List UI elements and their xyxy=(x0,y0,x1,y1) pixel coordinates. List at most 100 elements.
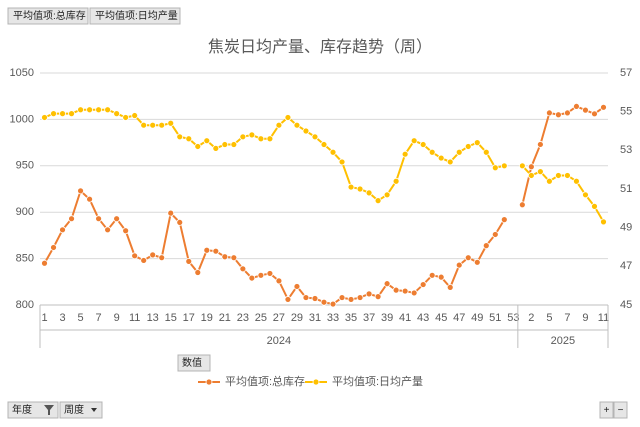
x-tick-label: 1 xyxy=(41,312,47,324)
point xyxy=(68,110,75,117)
point xyxy=(221,253,229,261)
y-tick-label: 800 xyxy=(16,299,34,311)
axis-button-label[interactable]: 周度 xyxy=(64,403,84,416)
zoom-button-label[interactable]: − xyxy=(618,405,624,416)
point xyxy=(591,202,598,210)
point xyxy=(500,162,508,170)
point xyxy=(248,274,256,282)
point xyxy=(555,172,562,179)
x-tick-label: 45 xyxy=(435,312,447,324)
point xyxy=(347,296,355,303)
point xyxy=(95,215,103,223)
x-tick-label: 5 xyxy=(78,312,84,324)
point xyxy=(140,121,148,129)
x-tick-label: 23 xyxy=(237,312,249,324)
x-tick-label: 15 xyxy=(165,312,177,324)
point xyxy=(464,143,472,150)
point xyxy=(248,131,256,139)
point xyxy=(68,215,75,223)
y-tick-label: 1050 xyxy=(10,67,34,79)
point xyxy=(527,163,535,171)
point xyxy=(491,164,499,172)
values-button[interactable] xyxy=(177,354,211,372)
field-button[interactable] xyxy=(7,7,89,25)
point xyxy=(131,112,139,119)
x-tick-label: 33 xyxy=(327,312,339,324)
point xyxy=(356,294,364,301)
x-tick-label: 13 xyxy=(147,312,159,324)
x-tick-label: 43 xyxy=(417,312,429,324)
point xyxy=(212,144,220,152)
point xyxy=(464,254,472,262)
point xyxy=(428,148,436,156)
legend-label: 平均值项:日均产量 xyxy=(332,374,423,388)
y-tick-label: 1000 xyxy=(10,113,34,125)
axis-button[interactable] xyxy=(59,401,103,419)
point xyxy=(293,121,301,129)
point xyxy=(446,283,454,291)
point xyxy=(275,121,283,129)
point xyxy=(230,141,238,148)
point xyxy=(104,226,112,234)
y-tick-label: 900 xyxy=(16,206,34,218)
point xyxy=(41,114,48,121)
point xyxy=(257,271,265,279)
x-tick-label: 11 xyxy=(598,312,609,324)
point xyxy=(104,106,112,114)
x-tick-label: 47 xyxy=(453,312,465,324)
point xyxy=(374,197,382,205)
point xyxy=(600,218,607,226)
y2-tick-label: 49 xyxy=(620,222,632,234)
legend-marker xyxy=(205,378,213,386)
values-button-label[interactable]: 数值 xyxy=(182,356,202,369)
x-tick-label: 7 xyxy=(564,312,570,324)
field-button-label[interactable]: 平均值项:总库存 xyxy=(13,9,86,22)
zoom-button[interactable] xyxy=(613,401,628,419)
point xyxy=(302,127,310,135)
field-button[interactable] xyxy=(89,7,181,25)
chart-title: 焦炭日均产量、库存趋势（周） xyxy=(208,38,432,56)
point xyxy=(582,106,589,114)
x-tick-label: 29 xyxy=(291,312,303,324)
y2-tick-label: 47 xyxy=(620,260,632,272)
legend-marker xyxy=(312,378,320,386)
zoom-button-label[interactable]: + xyxy=(604,405,610,416)
dropdown-icon[interactable] xyxy=(91,408,97,412)
group-label: 2024 xyxy=(267,335,291,347)
x-tick-label: 39 xyxy=(381,312,393,324)
x-tick-label: 9 xyxy=(114,312,120,324)
x-tick-label: 31 xyxy=(309,312,321,324)
point xyxy=(131,252,139,260)
axis-button-label[interactable]: 年度 xyxy=(12,403,32,416)
point xyxy=(320,141,328,148)
group-label: 2025 xyxy=(551,335,575,347)
point xyxy=(41,259,48,267)
y2-tick-label: 51 xyxy=(620,183,632,195)
point xyxy=(122,227,130,235)
x-tick-label: 17 xyxy=(183,312,195,324)
filter-icon[interactable] xyxy=(44,405,54,415)
point xyxy=(59,226,66,234)
point xyxy=(257,135,265,143)
point xyxy=(293,283,301,290)
y2-tick-label: 45 xyxy=(620,299,632,311)
point xyxy=(284,296,292,303)
point xyxy=(194,143,202,150)
point xyxy=(158,254,166,262)
point xyxy=(167,119,175,127)
point xyxy=(446,158,454,166)
y-tick-label: 950 xyxy=(16,160,34,172)
point xyxy=(338,294,346,301)
point xyxy=(347,183,355,191)
point xyxy=(239,265,247,273)
point xyxy=(302,294,310,301)
field-button-label[interactable]: 平均值项:日均产量 xyxy=(95,9,178,22)
series-line xyxy=(44,108,605,223)
point xyxy=(383,280,391,288)
point xyxy=(491,231,499,238)
x-tick-label: 2 xyxy=(528,312,534,324)
x-tick-label: 3 xyxy=(59,312,65,324)
zoom-button[interactable] xyxy=(599,401,614,419)
point xyxy=(428,271,436,279)
point xyxy=(392,286,400,294)
